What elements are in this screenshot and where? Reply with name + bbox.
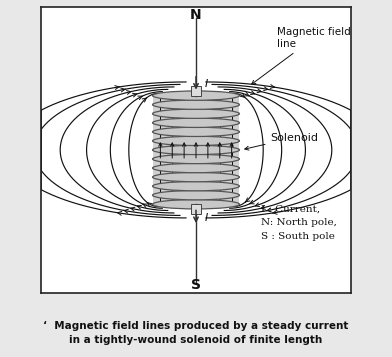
Bar — [152, 96, 240, 204]
Text: N: N — [190, 8, 202, 22]
Bar — [191, 204, 201, 213]
Ellipse shape — [152, 181, 240, 191]
Bar — [191, 86, 201, 96]
Text: $I$: $I$ — [204, 211, 209, 223]
Ellipse shape — [152, 200, 240, 209]
Ellipse shape — [152, 100, 240, 109]
Ellipse shape — [152, 127, 240, 136]
Ellipse shape — [152, 118, 240, 127]
Ellipse shape — [152, 154, 240, 164]
Ellipse shape — [152, 91, 240, 100]
Text: S: S — [191, 278, 201, 292]
Text: $I$: $I$ — [204, 77, 209, 89]
Text: ‘  Magnetic field lines produced by a steady current
in a tightly-wound solenoid: ‘ Magnetic field lines produced by a ste… — [43, 321, 349, 345]
Ellipse shape — [152, 172, 240, 182]
Ellipse shape — [152, 109, 240, 119]
Ellipse shape — [152, 145, 240, 155]
Text: Magnetic field
line: Magnetic field line — [252, 27, 350, 84]
Text: I : Current,
N: North pole,
S : South pole: I : Current, N: North pole, S : South po… — [261, 204, 337, 241]
Text: Solenoid: Solenoid — [245, 132, 319, 150]
Ellipse shape — [152, 136, 240, 146]
Ellipse shape — [152, 191, 240, 200]
Ellipse shape — [152, 164, 240, 173]
